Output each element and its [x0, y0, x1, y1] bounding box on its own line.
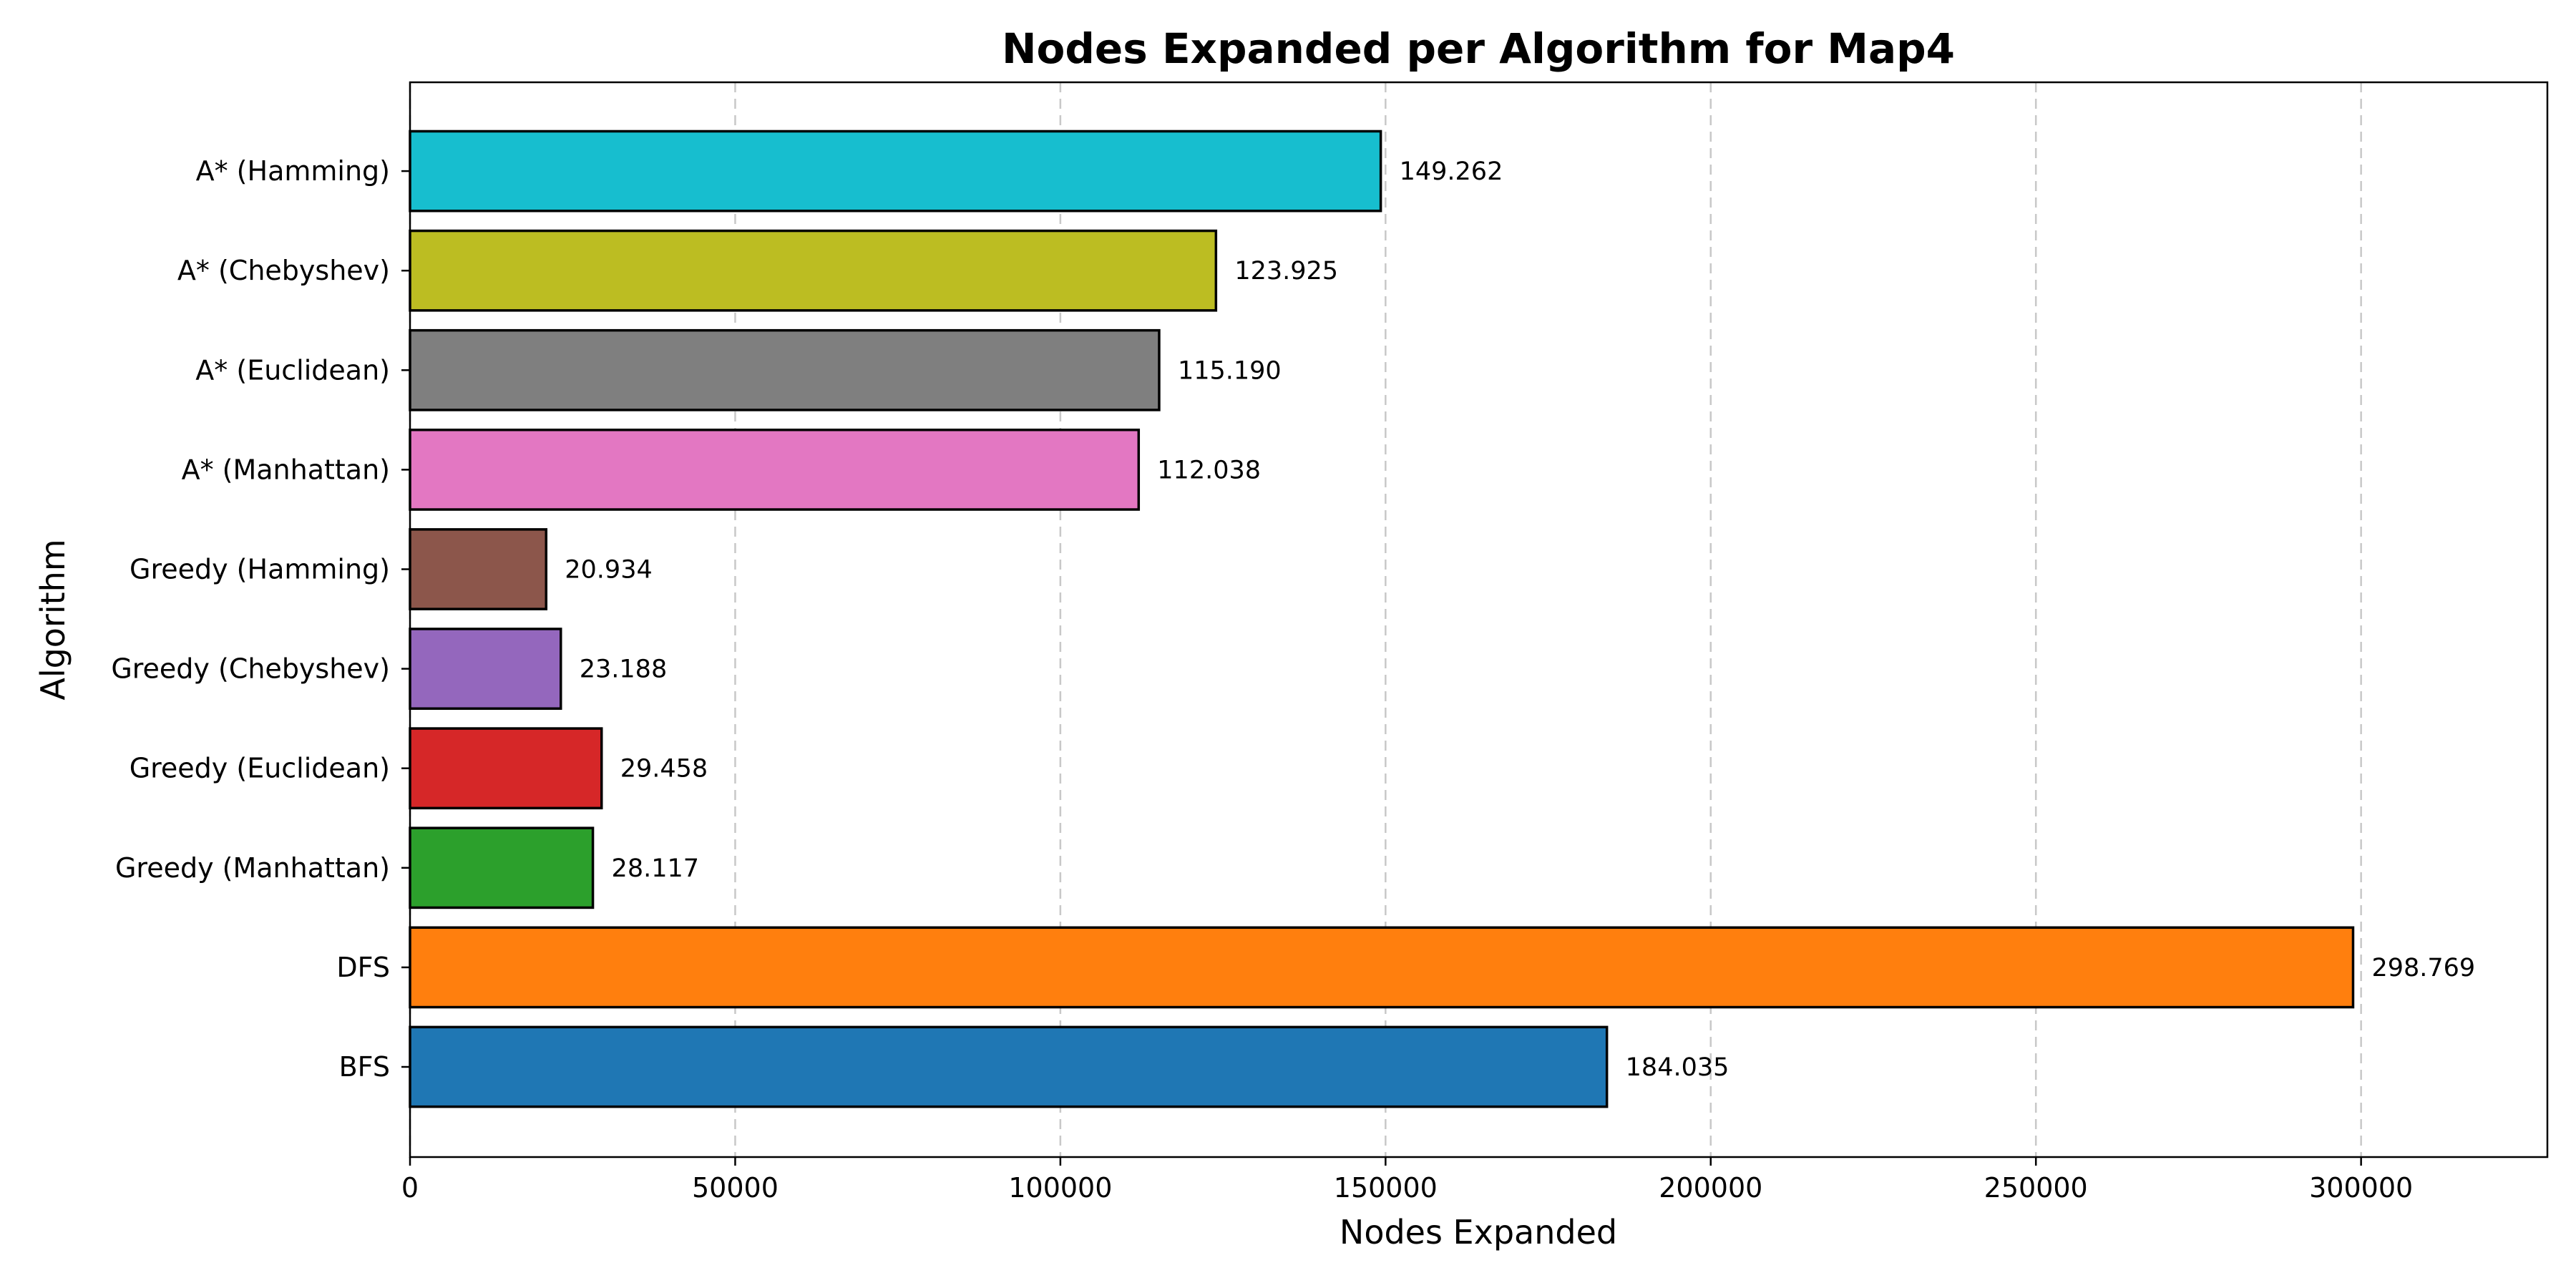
chart-title: Nodes Expanded per Algorithm for Map4: [1002, 24, 1955, 73]
x-axis-label: Nodes Expanded: [1340, 1213, 1617, 1252]
x-tick-label: 200000: [1659, 1172, 1762, 1204]
x-tick-label: 150000: [1334, 1172, 1438, 1204]
data-label: 20.934: [565, 556, 652, 585]
x-tick-label: 250000: [1984, 1172, 2088, 1204]
data-label: 149.262: [1400, 157, 1503, 186]
data-label: 298.769: [2371, 954, 2475, 982]
data-label: 29.458: [620, 755, 708, 784]
x-tick-label: 100000: [1008, 1172, 1112, 1204]
y-tick-label: A* (Manhattan): [182, 454, 390, 485]
bar: [409, 727, 603, 810]
bars: [409, 130, 2355, 1108]
bar: [409, 628, 562, 710]
bar: [409, 130, 1382, 213]
y-tick-label: Greedy (Hamming): [130, 554, 390, 585]
data-label: 184.035: [1626, 1053, 1729, 1082]
y-tick-label: Greedy (Euclidean): [130, 753, 390, 784]
x-tick-label: 0: [401, 1172, 419, 1204]
data-label: 123.925: [1234, 257, 1338, 286]
bar: [409, 826, 595, 909]
data-label: 23.188: [580, 655, 667, 684]
bar: [409, 528, 548, 610]
x-axis-ticks: 0 50000 100000 150000 200000 250000 300000: [401, 1157, 2413, 1204]
x-tick-label: 300000: [2309, 1172, 2413, 1204]
x-tick-label: 50000: [692, 1172, 779, 1204]
data-label: 28.117: [612, 854, 699, 883]
y-tick-label: DFS: [336, 952, 390, 983]
y-tick-label: Greedy (Manhattan): [115, 852, 390, 884]
y-tick-label: Greedy (Chebyshev): [111, 653, 390, 685]
y-axis-ticks: BFS DFS Greedy (Manhattan) Greedy (Euclidea…: [111, 155, 410, 1083]
y-tick-label: A* (Chebyshev): [177, 255, 390, 286]
y-tick-label: BFS: [339, 1051, 390, 1083]
bar: [409, 229, 1218, 312]
data-label: 112.038: [1157, 456, 1261, 484]
plot-frame: [409, 81, 2549, 1158]
bar: [409, 926, 2355, 1009]
bar: [409, 1025, 1609, 1108]
y-axis-label: Algorithm: [34, 539, 72, 700]
data-label: 115.190: [1178, 356, 1282, 385]
bar: [409, 429, 1141, 511]
bar: [409, 328, 1161, 411]
y-tick-label: A* (Hamming): [196, 155, 390, 187]
data-labels: 184.035 298.769 28.117 29.458 23.188 20.934 11…: [565, 157, 2475, 1082]
y-tick-label: A* (Euclidean): [195, 354, 390, 386]
